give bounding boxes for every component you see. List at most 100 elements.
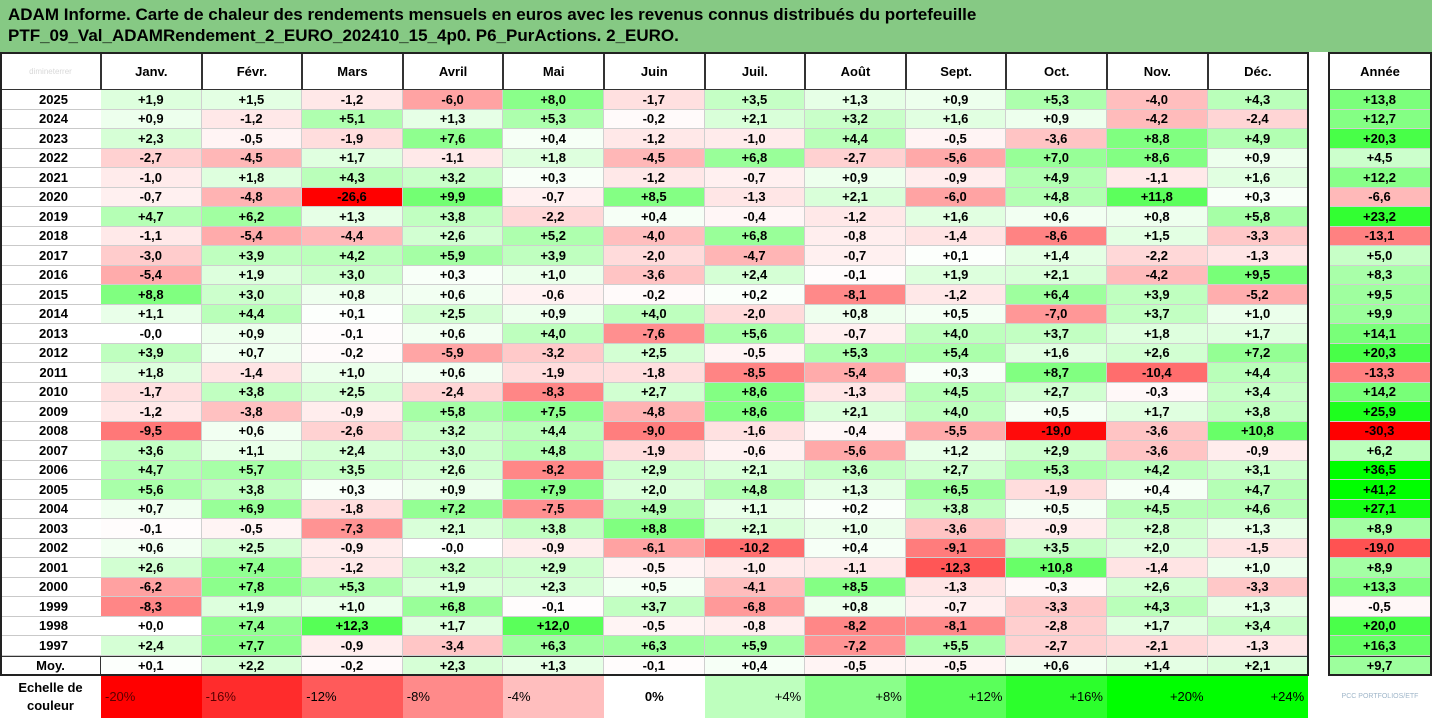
year-label: 2020 xyxy=(0,187,101,207)
heat-cell: +1,7 xyxy=(1107,402,1208,422)
heat-cell: +6,4 xyxy=(1006,285,1107,305)
heat-cell: +1,8 xyxy=(101,363,202,383)
heat-cell: +6,5 xyxy=(905,480,1007,500)
heat-cell: -7,6 xyxy=(604,324,705,344)
heat-cell: +0,9 xyxy=(1006,109,1107,129)
year-label: 2003 xyxy=(0,519,101,539)
month-header: Mai xyxy=(503,52,604,90)
heat-cell: -6,1 xyxy=(604,538,705,558)
heat-cell: +3,8 xyxy=(1207,402,1309,422)
heat-cell: -1,2 xyxy=(604,129,705,149)
logo: PCC PORTFOLIOS/ETF xyxy=(1328,675,1432,718)
heat-cell: +0,2 xyxy=(704,285,806,305)
heat-cell: +1,0 xyxy=(1207,558,1309,578)
year-label: 2018 xyxy=(0,226,101,246)
heat-cell: +1,6 xyxy=(905,109,1007,129)
heat-cell: -0,5 xyxy=(201,519,303,539)
heat-cell: +2,4 xyxy=(704,265,806,285)
heat-cell: +0,9 xyxy=(101,109,202,129)
heat-cell: -8,6 xyxy=(1006,226,1107,246)
heat-cell: +3,8 xyxy=(905,499,1007,519)
heat-cell: +4,6 xyxy=(1207,499,1309,519)
heat-cell: -4,5 xyxy=(201,148,303,168)
annual-cell: -13,3 xyxy=(1328,363,1432,383)
heat-cell: +1,2 xyxy=(905,441,1007,461)
scale-swatch: +16% xyxy=(1006,675,1107,718)
month-header: Oct. xyxy=(1006,52,1107,90)
heat-cell: -1,1 xyxy=(1107,168,1208,188)
heat-cell: +5,8 xyxy=(1207,207,1309,227)
heat-cell: -1,9 xyxy=(604,441,705,461)
heat-cell: -0,9 xyxy=(1207,441,1309,461)
heat-cell: -1,2 xyxy=(302,90,403,110)
heat-cell: -2,6 xyxy=(302,421,403,441)
heatmap-table: dimineterrer Janv. Févr. Mars Avril Mai Juin Ju… xyxy=(0,52,1432,718)
scale-swatch: -16% xyxy=(201,675,303,718)
annual-cell: -0,5 xyxy=(1328,597,1432,617)
annual-cell: -19,0 xyxy=(1328,538,1432,558)
heat-cell: +4,0 xyxy=(905,402,1007,422)
heat-cell: +1,1 xyxy=(101,304,202,324)
heat-cell: -26,6 xyxy=(302,187,403,207)
heat-cell: +6,2 xyxy=(201,207,303,227)
heat-cell: +0,4 xyxy=(1107,480,1208,500)
heat-cell: +3,1 xyxy=(1207,460,1309,480)
heat-cell: -0,1 xyxy=(503,597,604,617)
heat-cell: -0,1 xyxy=(805,265,906,285)
heat-cell: -7,0 xyxy=(1006,304,1107,324)
heat-cell: -12,3 xyxy=(905,558,1007,578)
annual-cell: +23,2 xyxy=(1328,207,1432,227)
heat-cell: +0,8 xyxy=(1107,207,1208,227)
year-label: 2008 xyxy=(0,421,101,441)
heat-cell: +5,3 xyxy=(1006,460,1107,480)
heat-cell: -2,4 xyxy=(1207,109,1309,129)
heat-cell: +7,4 xyxy=(201,616,303,636)
month-header: Juin xyxy=(604,52,705,90)
heat-cell: -9,0 xyxy=(604,421,705,441)
year-label: 2014 xyxy=(0,304,101,324)
year-label: 2001 xyxy=(0,558,101,578)
heat-cell: -1,2 xyxy=(905,285,1007,305)
heat-cell: -0,5 xyxy=(604,616,705,636)
heat-cell: -10,2 xyxy=(704,538,806,558)
annual-cell: -6,6 xyxy=(1328,187,1432,207)
heat-cell: -1,6 xyxy=(704,421,806,441)
heat-cell: -7,5 xyxy=(503,499,604,519)
scale-swatch: +4% xyxy=(704,675,806,718)
heat-cell: +4,4 xyxy=(201,304,303,324)
heat-cell: +0,3 xyxy=(402,265,504,285)
heat-cell: -1,3 xyxy=(905,577,1007,597)
heat-cell: -1,4 xyxy=(1107,558,1208,578)
heat-cell: +10,8 xyxy=(1006,558,1107,578)
heat-cell: -3,0 xyxy=(101,246,202,266)
average-cell: +0,1 xyxy=(101,655,202,676)
heat-cell: +3,7 xyxy=(1006,324,1107,344)
heat-cell: +0,4 xyxy=(503,129,604,149)
heat-cell: +2,7 xyxy=(1006,382,1107,402)
scale-swatch: +20% xyxy=(1107,675,1208,718)
heat-cell: +1,0 xyxy=(805,519,906,539)
heat-cell: +4,2 xyxy=(1107,460,1208,480)
heat-cell: +1,3 xyxy=(1207,597,1309,617)
year-label: 2004 xyxy=(0,499,101,519)
heat-cell: +7,0 xyxy=(1006,148,1107,168)
year-label: 2002 xyxy=(0,538,101,558)
heat-cell: +2,9 xyxy=(604,460,705,480)
heat-cell: -8,2 xyxy=(805,616,906,636)
heat-cell: -0,9 xyxy=(503,538,604,558)
heat-cell: +4,4 xyxy=(805,129,906,149)
average-cell: -0,2 xyxy=(302,655,403,676)
annual-cell: +5,0 xyxy=(1328,246,1432,266)
heat-cell: +5,3 xyxy=(503,109,604,129)
heat-cell: +0,5 xyxy=(905,304,1007,324)
heat-cell: +0,3 xyxy=(503,168,604,188)
heat-cell: +3,9 xyxy=(503,246,604,266)
heat-cell: +4,7 xyxy=(1207,480,1309,500)
heat-cell: +0,8 xyxy=(302,285,403,305)
heat-cell: -1,0 xyxy=(101,168,202,188)
year-label: 2000 xyxy=(0,577,101,597)
heat-cell: -8,3 xyxy=(503,382,604,402)
month-header: Nov. xyxy=(1107,52,1208,90)
heat-cell: +4,4 xyxy=(503,421,604,441)
heat-cell: +5,4 xyxy=(905,343,1007,363)
